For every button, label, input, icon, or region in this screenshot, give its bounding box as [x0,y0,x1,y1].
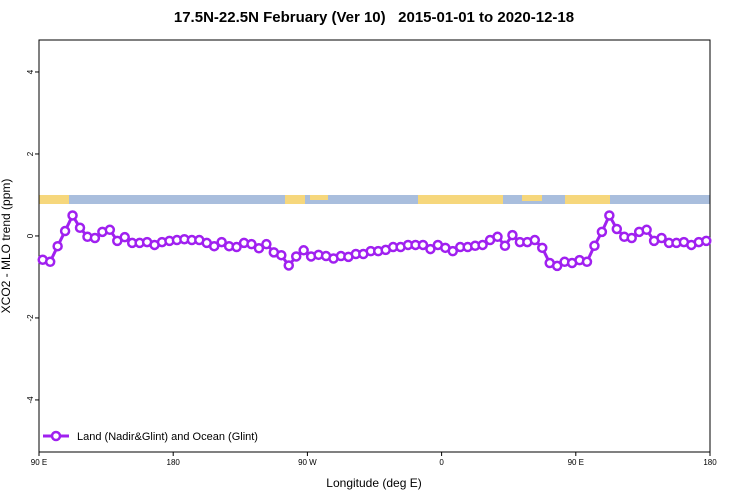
map-strip [39,195,710,204]
data-point [626,232,637,244]
data-point [477,239,488,251]
data-point [417,239,429,251]
data-point [59,225,71,237]
legend-label: Land (Nadir&Glint) and Ocean (Glint) [77,431,258,443]
data-point [529,234,541,246]
data-point [246,238,257,250]
y-tick-label: -4 [26,396,35,404]
x-tick-label: 180 [703,458,717,467]
data-point [581,256,593,268]
y-tick-label: 0 [26,233,35,238]
x-tick-label: 90 W [298,458,317,467]
legend-marker [50,430,62,442]
x-tick-label: 0 [439,458,444,467]
data-point [283,260,295,271]
data-point [89,232,101,244]
data-point [298,245,309,256]
data-point [611,223,623,235]
data-point [44,256,56,268]
data-point [604,210,615,221]
data-point [119,231,130,243]
y-axis-label: XCO2 - MLO trend (ppm) [0,179,13,314]
data-point [74,222,86,234]
data-point [537,242,548,254]
x-tick-label: 90 E [31,458,47,467]
data-point [104,224,116,236]
data-point [216,236,227,248]
data-point [492,231,503,243]
data-point [261,238,272,250]
data-point [701,235,712,247]
data-point [67,210,78,221]
data-point [276,249,287,261]
data-point [551,260,563,272]
data-point [231,241,242,253]
y-tick-label: 4 [26,69,35,74]
data-point [589,240,600,252]
data-point [641,224,652,236]
data-point [499,240,511,252]
data-point [208,240,220,252]
x-tick-label: 180 [167,458,181,467]
data-point [447,245,459,257]
data-point [507,229,518,241]
plot-frame [38,39,711,453]
x-axis-label: Longitude (deg E) [326,476,421,490]
data-point [425,243,436,255]
data-point [52,240,63,252]
x-tick-label: 90 E [568,458,584,467]
y-tick-label: 2 [26,151,35,156]
data-point [656,232,667,244]
data-point [290,251,302,262]
chart-title: 17.5N-22.5N February (Ver 10) 2015-01-01… [174,9,574,26]
data-point [253,243,265,254]
data-point [596,226,608,238]
y-tick-label: -2 [26,314,35,322]
